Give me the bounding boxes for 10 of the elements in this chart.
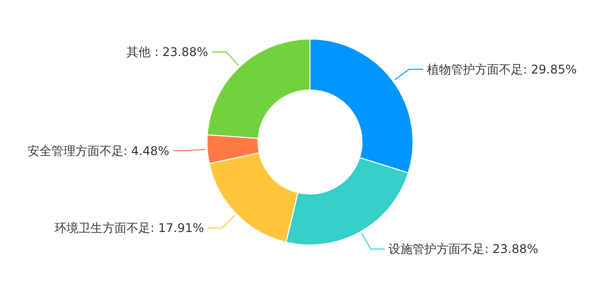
slice-label: 环境卫生方面不足 [54,221,150,236]
slice-label: 植物管护方面不足 [427,62,524,76]
slice-label: 设施管护方面不足 [388,242,485,256]
data-label: : 29.85% [523,62,577,76]
data-label: : 23.88% [150,45,208,60]
data-label: : 23.88% [484,242,538,256]
data-label: : 4.48% [123,144,170,158]
slice-label: 其他 [126,45,151,60]
slice-label: 安全管理方面不足 [27,144,124,158]
data-label: : 17.91% [150,221,204,236]
